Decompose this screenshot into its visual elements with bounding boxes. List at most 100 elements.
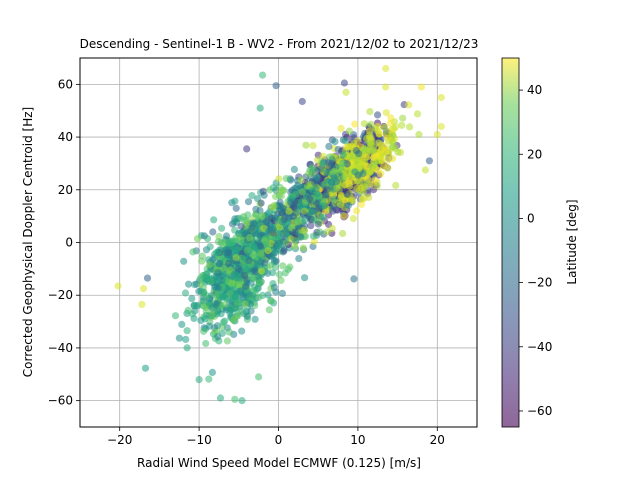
scatter-point — [392, 123, 400, 131]
scatter-point — [387, 114, 395, 122]
scatter-point — [309, 142, 317, 150]
scatter-point — [223, 337, 231, 345]
scatter-point — [205, 261, 213, 269]
scatter-point — [265, 306, 273, 314]
scatter-point — [276, 198, 284, 206]
scatter-point — [336, 200, 345, 209]
scatter-point — [231, 395, 239, 403]
scatter-point — [241, 282, 250, 291]
scatter-point — [319, 213, 327, 221]
scatter-point — [282, 175, 290, 183]
scatter-point — [257, 250, 265, 258]
scatter-point — [301, 274, 309, 282]
scatter-point — [237, 222, 245, 231]
x-axis-label: Radial Wind Speed Model ECMWF (0.125) [m… — [137, 456, 421, 470]
scatter-point — [208, 368, 216, 376]
scatter-point — [251, 315, 259, 323]
scatter-point — [280, 247, 288, 255]
scatter-point — [232, 304, 240, 312]
scatter-point — [230, 270, 238, 278]
scatter-point — [374, 111, 382, 119]
scatter-point — [189, 248, 197, 256]
scatter-point — [314, 220, 322, 228]
scatter-point — [351, 120, 359, 128]
scatter-point — [371, 124, 379, 132]
scatter-point — [274, 242, 282, 250]
scatter-point — [200, 271, 208, 280]
colorbar-tick-label: 0 — [527, 211, 535, 225]
scatter-point — [255, 373, 263, 381]
scatter-point — [232, 204, 240, 212]
scatter-point — [258, 213, 266, 221]
scatter-point — [357, 200, 366, 208]
scatter-point — [323, 185, 331, 193]
scatter-point — [352, 147, 360, 155]
x-tick-label: −20 — [107, 433, 132, 447]
scatter-point — [302, 141, 310, 149]
scatter-point — [276, 188, 284, 196]
scatter-point — [236, 233, 244, 241]
scatter-point — [299, 244, 307, 252]
scatter-point — [259, 71, 267, 79]
scatter-point — [275, 175, 283, 183]
scatter-point — [319, 152, 327, 160]
scatter-point — [246, 234, 254, 242]
colorbar-gradient — [501, 57, 520, 428]
scatter-point — [370, 143, 378, 151]
scatter-point — [246, 300, 254, 308]
scatter-point — [378, 156, 386, 164]
scatter-point — [291, 185, 299, 193]
scatter-point — [291, 242, 299, 250]
scatter-point — [226, 309, 234, 317]
scatter-point — [193, 235, 202, 243]
y-tick-label: 20 — [58, 183, 73, 197]
scatter-point — [295, 255, 303, 263]
scatter-point — [269, 225, 277, 233]
scatter-point — [354, 137, 362, 145]
scatter-point — [342, 196, 350, 204]
scatter-point — [230, 315, 238, 323]
scatter-point — [359, 170, 367, 178]
scatter-point — [363, 162, 371, 170]
scatter-point — [231, 197, 239, 205]
scatter-point — [214, 269, 222, 277]
scatter-point — [297, 233, 305, 241]
scatter-point — [210, 216, 218, 224]
scatter-point — [241, 271, 249, 280]
scatter-point — [292, 190, 300, 199]
y-tick-label: 40 — [58, 130, 73, 144]
scatter-point — [197, 280, 205, 288]
scatter-point — [389, 131, 397, 139]
scatter-point — [267, 297, 275, 305]
scatter-point — [309, 232, 317, 240]
colorbar-tick-label: −40 — [527, 340, 552, 354]
scatter-point — [253, 285, 261, 293]
scatter-point — [329, 168, 337, 176]
scatter-point — [284, 213, 292, 221]
y-axis-label: Corrected Geophysical Doppler Centroid [… — [21, 107, 35, 377]
scatter-point — [331, 138, 339, 146]
scatter-point — [437, 122, 445, 131]
scatter-point — [235, 288, 243, 296]
scatter-point — [139, 285, 148, 293]
scatter-point — [143, 274, 152, 282]
scatter-point — [225, 328, 233, 336]
chart-title: Descending - Sentinel-1 B - WV2 - From 2… — [80, 37, 479, 51]
scatter-point — [303, 182, 311, 190]
scatter-point — [298, 97, 306, 106]
scatter-point — [327, 159, 335, 167]
scatter-point — [377, 170, 385, 178]
scatter-point — [313, 156, 322, 164]
scatter-point — [188, 310, 196, 318]
scatter-point — [344, 201, 352, 209]
scatter-point — [339, 229, 347, 238]
scatter-point — [249, 274, 257, 282]
scatter-point — [406, 123, 414, 131]
scatter-point — [224, 259, 232, 268]
scatter-point — [257, 199, 265, 207]
scatter-point — [322, 191, 330, 199]
x-ticks: −20 −10 0 10 20 — [107, 427, 445, 447]
scatter-point — [297, 176, 305, 184]
scatter-point — [278, 218, 286, 226]
scatter-point — [241, 300, 249, 308]
